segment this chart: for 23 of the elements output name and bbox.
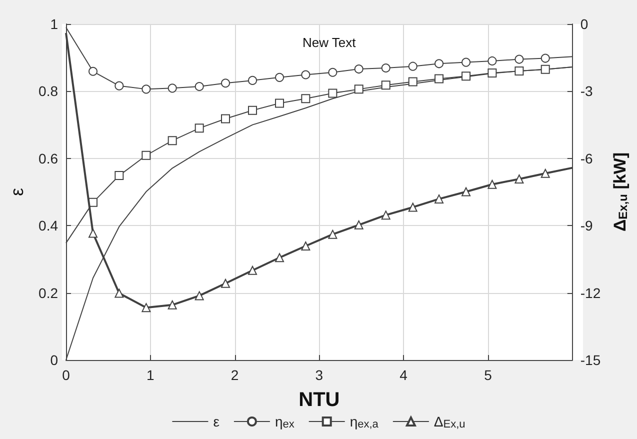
- y2-tick-label: -15: [580, 352, 601, 368]
- y-tick-label: 0.8: [38, 83, 58, 100]
- y-tick-label: 0: [50, 352, 58, 368]
- x-tick-label: 4: [400, 367, 408, 383]
- y-axis-title: ε: [7, 188, 27, 196]
- x-tick-label: 0: [62, 367, 70, 383]
- y2-tick-label: 0: [580, 16, 588, 32]
- y2-axis-title: ΔEx,u [kW]: [610, 152, 630, 232]
- y2-tick-label: -9: [580, 218, 594, 234]
- y2-tick-label: -3: [580, 83, 594, 100]
- y2-tick-label: -6: [580, 150, 594, 166]
- x-tick-label: 2: [230, 367, 239, 383]
- x-tick-label: 3: [315, 367, 324, 383]
- y-tick-label: 0.2: [38, 284, 58, 301]
- x-axis-title: NTU: [298, 389, 340, 411]
- x-tick-label: 1: [146, 367, 154, 383]
- y-tick-label: 0.4: [38, 218, 58, 234]
- y-tick-label: 1: [50, 16, 58, 32]
- x-tick-label: 5: [484, 367, 492, 383]
- legend-label: ε: [213, 414, 220, 430]
- y-tick-label: 0.6: [38, 150, 58, 166]
- annotation: New Text: [302, 35, 356, 50]
- y2-tick-label: -12: [580, 284, 601, 301]
